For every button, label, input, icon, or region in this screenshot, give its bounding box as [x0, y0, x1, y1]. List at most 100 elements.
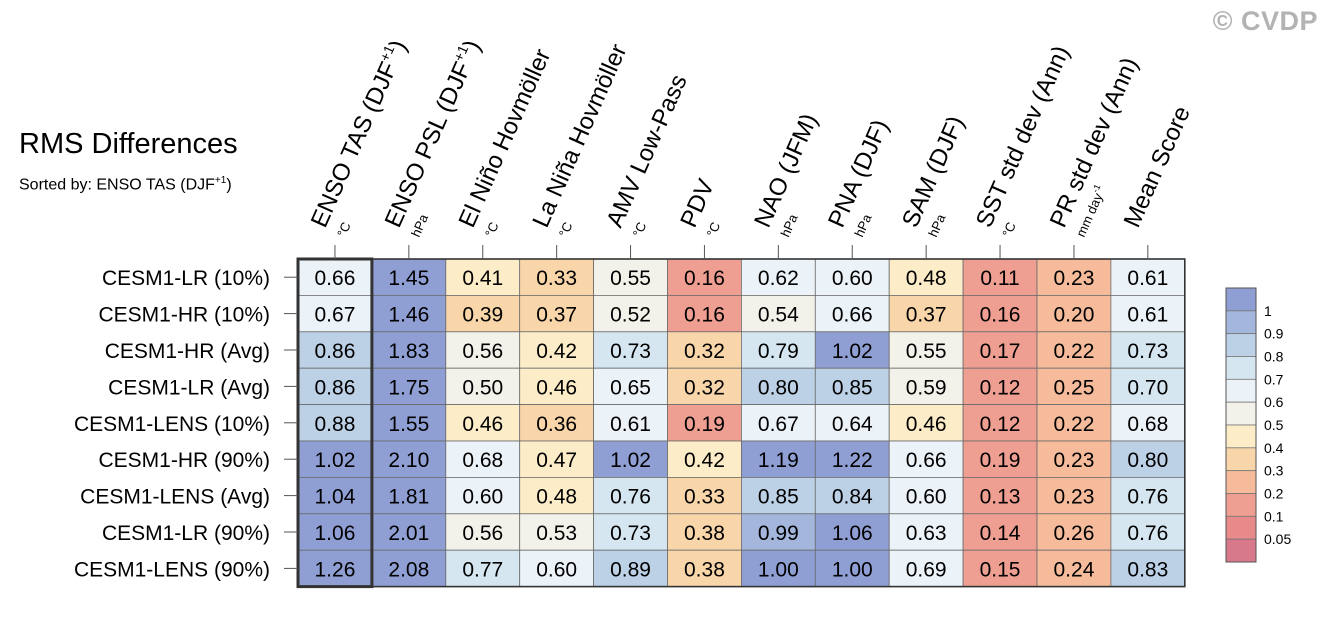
heatmap-cell [962, 331, 1038, 369]
cell-value: 1.06 [315, 522, 356, 545]
column-unit: hPa [408, 211, 431, 239]
heatmap-cell [962, 513, 1038, 551]
cell-value: 0.76 [610, 486, 651, 509]
column-unit-text: °C [630, 220, 650, 239]
colorbar-segment [1225, 378, 1257, 403]
cell-value: 0.60 [906, 486, 947, 509]
cell-value: 0.42 [536, 340, 577, 363]
column-unit: °C [704, 220, 724, 239]
colorbar-label: 0.05 [1264, 531, 1291, 547]
colorbar-label: 0.5 [1264, 417, 1284, 433]
colorbar-label: 0.4 [1264, 440, 1284, 456]
heatmap-cell [445, 367, 521, 406]
column-unit: °C [334, 220, 354, 239]
cell-value: 0.41 [462, 267, 503, 290]
heatmap-cell [1110, 404, 1186, 442]
cell-value: 1.00 [758, 558, 799, 581]
heatmap-cell [1110, 331, 1186, 369]
cell-value: 0.33 [536, 267, 577, 290]
cell-value: 0.14 [980, 522, 1021, 545]
cell-value: 0.76 [1127, 486, 1168, 509]
cell-value: 0.48 [536, 486, 577, 509]
row-label: CESM1-LENS (10%) [74, 413, 270, 436]
colorbar-segment [1225, 310, 1257, 335]
cell-value: 0.76 [1127, 522, 1168, 545]
cell-value: 0.85 [832, 376, 873, 399]
colorbar-label: 0.9 [1264, 326, 1284, 342]
row-label: CESM1-LR (Avg) [108, 376, 270, 399]
cell-value: 0.68 [462, 449, 503, 472]
heatmap-cell [962, 258, 1038, 296]
cell-value: 0.88 [315, 413, 356, 436]
cell-value: 1.02 [610, 449, 651, 472]
cell-value: 0.79 [758, 340, 799, 363]
heatmap-cell [519, 549, 595, 588]
heatmap-cell [1036, 258, 1112, 296]
cell-value: 0.56 [462, 340, 503, 363]
column-label: Mean Score [1119, 102, 1196, 231]
heatmap-cell [593, 549, 668, 588]
cell-value: 0.89 [610, 558, 651, 581]
cell-value: 0.67 [758, 413, 799, 436]
column-unit-text: °C [482, 220, 502, 239]
cell-value: 0.69 [906, 558, 947, 581]
heatmap-cell [519, 331, 595, 369]
cell-value: 0.16 [684, 304, 725, 327]
cell-value: 2.10 [388, 449, 429, 472]
cell-value: 1.46 [388, 304, 429, 327]
heatmap-cell [1036, 440, 1112, 478]
column-label-text: AMV Low-Pass [601, 71, 692, 232]
heatmap-cell [593, 513, 668, 551]
column-unit: °C [630, 220, 650, 239]
heatmap-cell [297, 331, 373, 369]
column-label: AMV Low-Pass [601, 71, 692, 232]
cell-value: 0.38 [684, 522, 725, 545]
heatmap-cell [667, 476, 742, 515]
cell-value: 0.53 [536, 522, 577, 545]
heatmap-cell [1110, 476, 1186, 515]
cell-value: 0.66 [906, 449, 947, 472]
heatmap-cell [371, 549, 447, 588]
colorbar-label: 0.8 [1264, 349, 1284, 365]
cell-value: 0.22 [1054, 340, 1095, 363]
heatmap-cell [888, 404, 964, 442]
heatmap-cell [593, 476, 668, 515]
heatmap-cell [667, 513, 742, 551]
heatmap-cell [962, 367, 1038, 406]
cell-value: 0.32 [684, 376, 725, 399]
column-unit: °C [999, 220, 1019, 239]
subtitle-prefix: Sorted by: ENSO TAS (DJF [19, 176, 215, 194]
heatmap-cell [1036, 404, 1112, 442]
colorbar-segment [1225, 470, 1257, 494]
heatmap-cell [371, 440, 447, 478]
column-unit-text: °C [999, 220, 1019, 239]
heatmap-cell [888, 513, 964, 551]
heatmap-cell [962, 404, 1038, 442]
column-unit-text: °C [556, 220, 576, 239]
heatmap-cell [519, 404, 595, 442]
cell-value: 0.23 [1054, 449, 1095, 472]
heatmap-cell [814, 367, 890, 406]
cell-value: 0.60 [536, 558, 577, 581]
heatmap-cell [593, 294, 668, 333]
watermark: © CVDP [1212, 6, 1318, 36]
cell-value: 1.02 [832, 340, 873, 363]
column-unit: °C [556, 220, 576, 239]
heatmap-cell [667, 331, 742, 369]
colorbar-border [1225, 287, 1257, 563]
cell-value: 0.37 [536, 304, 577, 327]
heatmap-cell [962, 476, 1038, 515]
column-unit-text: hPa [925, 211, 948, 239]
cell-value: 0.77 [462, 558, 503, 581]
heatmap-cell [445, 476, 521, 515]
colorbar-segment [1225, 538, 1257, 563]
cell-value: 0.56 [462, 522, 503, 545]
heatmap-cell [519, 367, 595, 406]
cell-value: 0.52 [610, 304, 651, 327]
cell-value: 0.19 [980, 449, 1021, 472]
heatmap-cell [371, 331, 447, 369]
cell-value: 0.73 [610, 340, 651, 363]
cell-value: 0.50 [462, 376, 503, 399]
colorbar-segment [1225, 424, 1257, 449]
cell-value: 0.46 [536, 376, 577, 399]
